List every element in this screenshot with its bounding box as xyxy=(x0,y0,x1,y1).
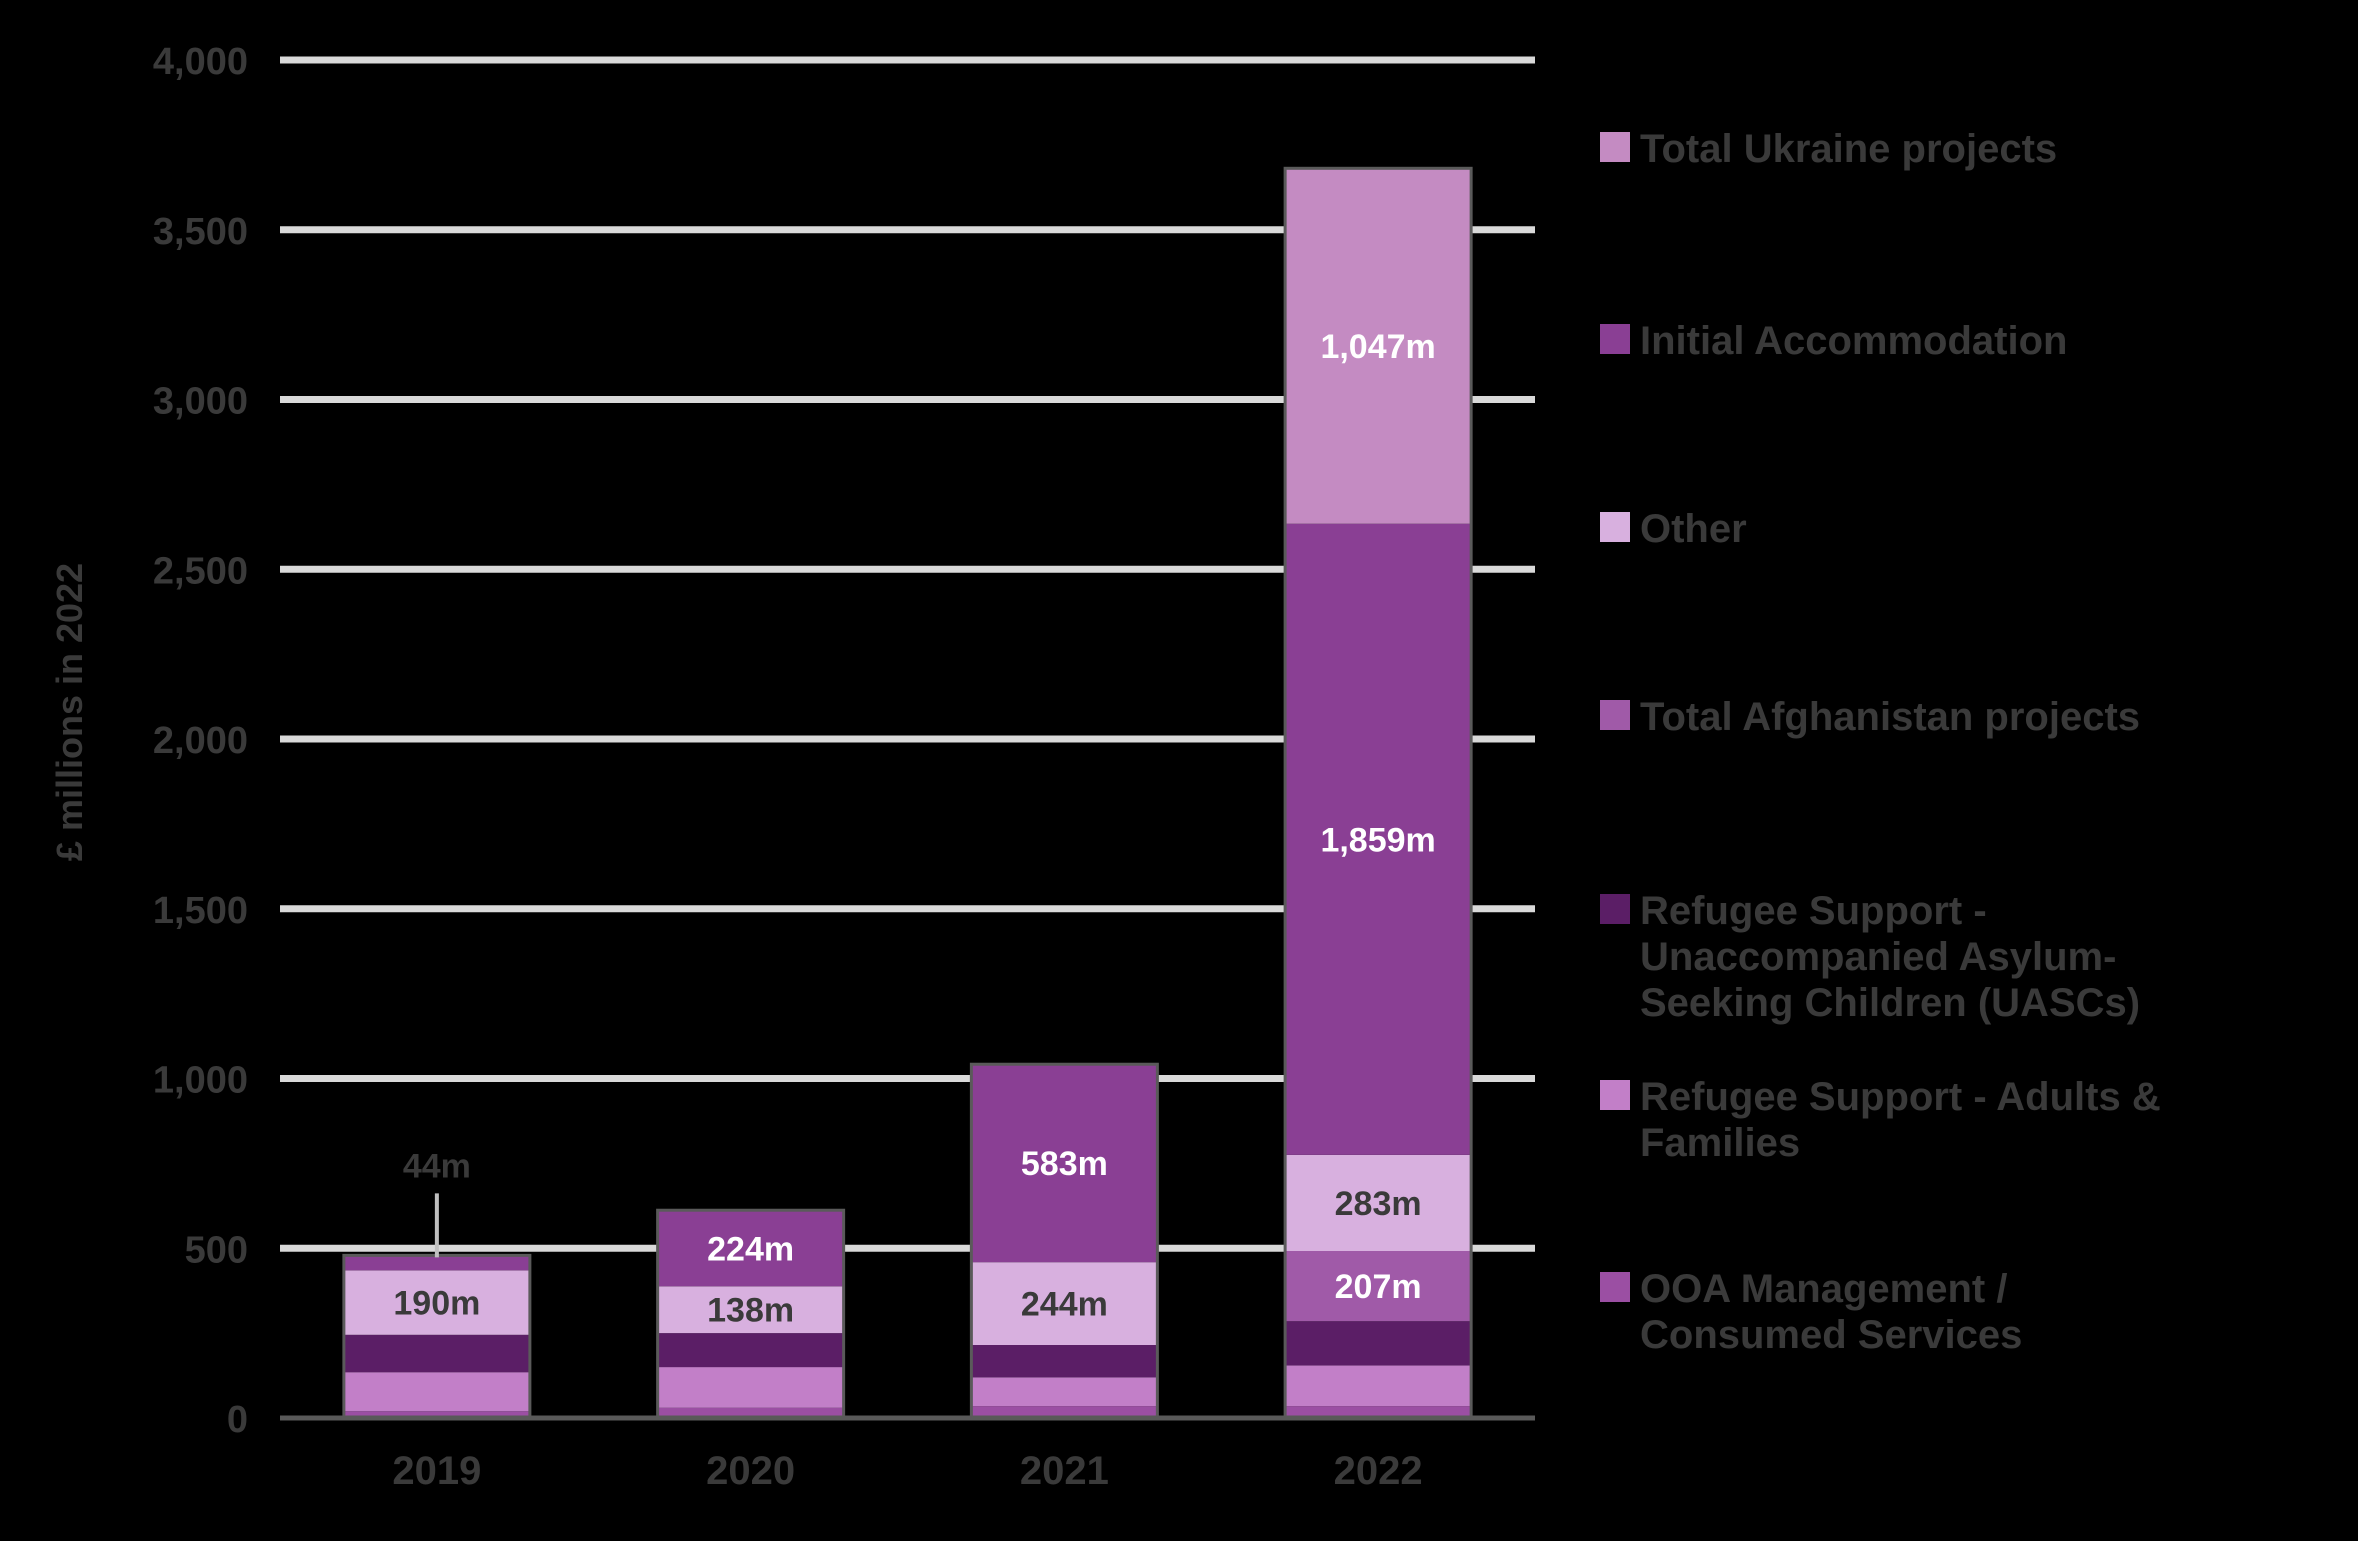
data-label-2019-other: 190m xyxy=(393,1285,480,1323)
bar-2021-refugee-support-adults-families xyxy=(971,1377,1158,1407)
legend-item-refugee-support-adults-families: Refugee Support - Adults & Families xyxy=(1600,1074,2200,1166)
bar-2020-initial-accommodation xyxy=(657,1210,844,1287)
bar-2020-ooa-management-consumed-services xyxy=(657,1407,844,1418)
y-tick-label: 4,000 xyxy=(153,41,248,83)
data-label-2022-initial-accommodation: 1,859m xyxy=(1320,821,1435,859)
legend-label: OOA Management / Consumed Services xyxy=(1640,1267,2023,1357)
data-label-2019-initial-accommodation: 44m xyxy=(403,1147,471,1185)
legend-label: Other xyxy=(1640,507,1747,551)
data-label-2021-other: 244m xyxy=(1021,1286,1108,1324)
legend-swatch xyxy=(1600,1272,1630,1302)
data-label-2022-other: 283m xyxy=(1335,1185,1422,1223)
legend-item-refugee-support-unaccompanied-asylum-seeking-children-uascs: Refugee Support - Unaccompanied Asylum-S… xyxy=(1600,888,2200,1026)
data-label-2021-initial-accommodation: 583m xyxy=(1021,1145,1108,1183)
legend-swatch xyxy=(1600,1080,1630,1110)
y-tick-label: 3,500 xyxy=(153,211,248,253)
bar-2019-ooa-management-consumed-services xyxy=(343,1411,530,1418)
y-tick-label: 500 xyxy=(185,1229,248,1271)
bar-2022-refugee-support-unaccompanied-asylum-seeking-children-uascs xyxy=(1285,1321,1472,1366)
legend-item-ooa-management-consumed-services: OOA Management / Consumed Services xyxy=(1600,1266,2200,1358)
bar-2019-initial-accommodation xyxy=(343,1255,530,1271)
legend-swatch xyxy=(1600,700,1630,730)
x-tick-label-2019: 2019 xyxy=(392,1449,481,1493)
data-label-2022-total-ukraine-projects: 1,047m xyxy=(1320,328,1435,366)
bar-2022-total-afghanistan-projects xyxy=(1285,1250,1472,1322)
y-tick-label: 1,000 xyxy=(153,1060,248,1102)
y-axis-label: £ millions in 2022 xyxy=(49,563,90,861)
y-tick-label: 2,000 xyxy=(153,720,248,762)
legend-swatch xyxy=(1600,324,1630,354)
y-tick-label: 0 xyxy=(227,1399,248,1441)
bar-2019-other xyxy=(343,1270,530,1335)
bars xyxy=(342,166,1473,1420)
legend-swatch xyxy=(1600,894,1630,924)
bar-2022-refugee-support-adults-families xyxy=(1285,1365,1472,1407)
gridlines xyxy=(280,56,1535,1252)
legend-item-total-afghanistan-projects: Total Afghanistan projects xyxy=(1600,694,2200,740)
bar-2022-ooa-management-consumed-services xyxy=(1285,1406,1472,1418)
bar-2020-refugee-support-unaccompanied-asylum-seeking-children-uascs xyxy=(657,1333,844,1368)
x-tick-label-2020: 2020 xyxy=(706,1449,795,1493)
bar-2019-refugee-support-adults-families xyxy=(343,1372,530,1412)
bar-2021-refugee-support-unaccompanied-asylum-seeking-children-uascs xyxy=(971,1345,1158,1378)
data-label-2020-initial-accommodation: 224m xyxy=(707,1230,794,1268)
legend-label: Total Ukraine projects xyxy=(1640,127,2058,171)
data-labels: 190m 44m 138m 224m 244m 583m 207m 283m 1,859m 1,0… xyxy=(393,328,1435,1330)
legend-label: Initial Accommodation xyxy=(1640,319,2068,363)
legend-swatch xyxy=(1600,132,1630,162)
bar-2021-other xyxy=(971,1262,1158,1346)
x-axis-tick-labels: 2019 2020 2021 2022 xyxy=(392,1449,1422,1493)
legend-label: Refugee Support - Adults & Families xyxy=(1640,1075,2161,1165)
bar-2021-ooa-management-consumed-services xyxy=(971,1406,1158,1418)
bar-2022-other xyxy=(1285,1154,1472,1251)
bar-2019-refugee-support-unaccompanied-asylum-seeking-children-uascs xyxy=(343,1334,530,1373)
legend-item-initial-accommodation: Initial Accommodation xyxy=(1600,318,2200,364)
y-tick-label: 1,500 xyxy=(153,890,248,932)
data-label-2020-other: 138m xyxy=(707,1292,794,1330)
y-tick-label: 2,500 xyxy=(153,550,248,592)
legend-swatch xyxy=(1600,512,1630,542)
bar-2021-initial-accommodation xyxy=(971,1064,1158,1263)
legend-item-other: Other xyxy=(1600,506,2200,552)
legend: Total Ukraine projects Initial Accommodat… xyxy=(1600,0,2340,1541)
legend-label: Refugee Support - Unaccompanied Asylum-S… xyxy=(1640,889,2141,1025)
bar-2022-initial-accommodation xyxy=(1285,523,1472,1155)
x-tick-label-2022: 2022 xyxy=(1334,1449,1423,1493)
x-tick-label-2021: 2021 xyxy=(1020,1449,1109,1493)
y-tick-label: 3,000 xyxy=(153,381,248,423)
y-axis-tick-labels: 0 500 1,000 1,500 2,000 2,500 3,000 3,500 4,000 xyxy=(153,41,248,1441)
bar-2022-total-ukraine-projects xyxy=(1285,168,1472,524)
legend-item-total-ukraine-projects: Total Ukraine projects xyxy=(1600,126,2200,172)
data-label-2022-total-afghanistan-projects: 207m xyxy=(1335,1268,1422,1306)
bar-2020-other xyxy=(657,1286,844,1334)
bar-2020-refugee-support-adults-families xyxy=(657,1367,844,1408)
legend-label: Total Afghanistan projects xyxy=(1640,695,2141,739)
